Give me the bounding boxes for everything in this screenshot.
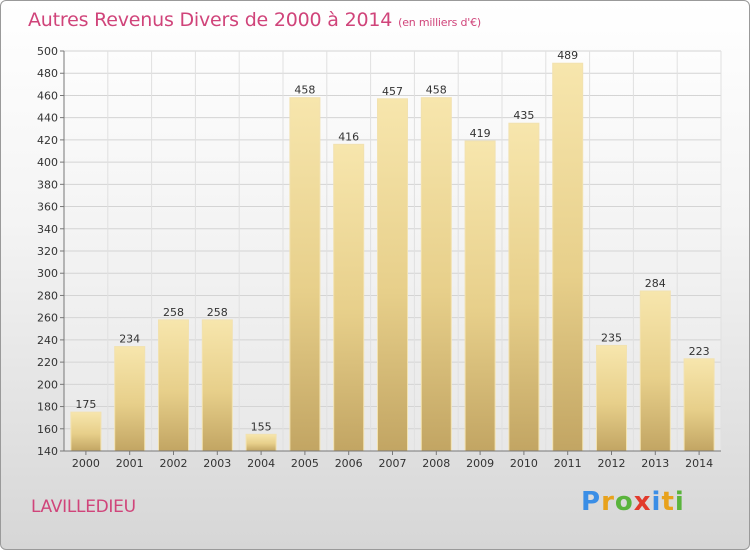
x-tick-label: 2003 xyxy=(203,457,231,470)
chart-title: Autres Revenus Divers de 2000 à 2014 (en … xyxy=(28,9,481,31)
y-tick-label: 460 xyxy=(37,89,58,102)
bar xyxy=(333,143,365,452)
bar xyxy=(377,98,408,452)
bar xyxy=(508,122,540,452)
x-tick-label: 2008 xyxy=(422,457,450,470)
y-tick-label: 480 xyxy=(37,67,58,80)
bar xyxy=(70,411,102,452)
bar xyxy=(201,319,233,452)
y-tick-label: 300 xyxy=(37,267,58,280)
logo-letter: P xyxy=(581,487,602,517)
data-label: 258 xyxy=(163,306,184,319)
y-tick-label: 500 xyxy=(37,45,58,58)
data-label: 258 xyxy=(207,306,228,319)
data-label: 435 xyxy=(513,109,534,122)
y-tick-label: 380 xyxy=(37,178,58,191)
data-label: 458 xyxy=(426,84,447,97)
x-tick-label: 2001 xyxy=(116,457,144,470)
x-tick-label: 2006 xyxy=(335,457,363,470)
y-tick-label: 360 xyxy=(37,201,58,214)
y-tick-label: 240 xyxy=(37,334,58,347)
y-tick-label: 280 xyxy=(37,289,58,302)
bar xyxy=(552,62,584,452)
y-tick-label: 260 xyxy=(37,312,58,325)
logo-letter: i xyxy=(674,487,685,517)
logo-letter: i xyxy=(651,487,662,517)
y-tick-label: 420 xyxy=(37,134,58,147)
x-tick-label: 2005 xyxy=(291,457,319,470)
y-tick-label: 140 xyxy=(37,445,58,458)
y-tick-label: 200 xyxy=(37,378,58,391)
x-tick-label: 2014 xyxy=(685,457,713,470)
commune-name: LAVILLEDIEU xyxy=(31,497,136,517)
bar xyxy=(289,97,321,452)
y-tick-label: 340 xyxy=(37,223,58,236)
x-tick-label: 2013 xyxy=(641,457,669,470)
data-label: 235 xyxy=(601,331,622,344)
data-label: 155 xyxy=(251,420,272,433)
data-label: 458 xyxy=(294,84,315,97)
y-tick-label: 160 xyxy=(37,423,58,436)
x-tick-label: 2012 xyxy=(598,457,626,470)
bar xyxy=(420,97,452,452)
bar xyxy=(639,290,671,452)
bar xyxy=(158,319,189,452)
y-tick-label: 320 xyxy=(37,245,58,258)
y-tick-label: 400 xyxy=(37,156,58,169)
data-label: 457 xyxy=(382,85,403,98)
chart-subtitle: (en milliers d'€) xyxy=(398,16,482,29)
proxiti-logo: Proxiti xyxy=(581,487,685,517)
y-tick-label: 180 xyxy=(37,401,58,414)
logo-letter: r xyxy=(601,487,615,517)
data-label: 284 xyxy=(645,277,666,290)
chart-title-text: Autres Revenus Divers de 2000 à 2014 xyxy=(28,9,393,31)
data-label: 416 xyxy=(338,130,359,143)
x-tick-label: 2009 xyxy=(466,457,494,470)
x-tick-label: 2002 xyxy=(160,457,188,470)
logo-letter: x xyxy=(633,487,652,517)
data-label: 223 xyxy=(689,345,710,358)
y-tick-label: 220 xyxy=(37,356,58,369)
logo-letter: o xyxy=(614,487,634,517)
x-tick-label: 2000 xyxy=(72,457,100,470)
y-tick-label: 440 xyxy=(37,112,58,125)
bar xyxy=(596,344,627,452)
bar xyxy=(114,346,146,452)
bar xyxy=(464,140,496,452)
x-tick-label: 2004 xyxy=(247,457,275,470)
bar xyxy=(683,358,715,452)
logo-letter: t xyxy=(661,487,675,517)
data-label: 234 xyxy=(119,333,140,346)
x-tick-label: 2010 xyxy=(510,457,538,470)
x-tick-label: 2011 xyxy=(554,457,582,470)
x-tick-label: 2007 xyxy=(379,457,407,470)
data-label: 489 xyxy=(557,49,578,62)
data-label: 175 xyxy=(75,398,96,411)
bar xyxy=(245,433,277,452)
data-label: 419 xyxy=(470,127,491,140)
